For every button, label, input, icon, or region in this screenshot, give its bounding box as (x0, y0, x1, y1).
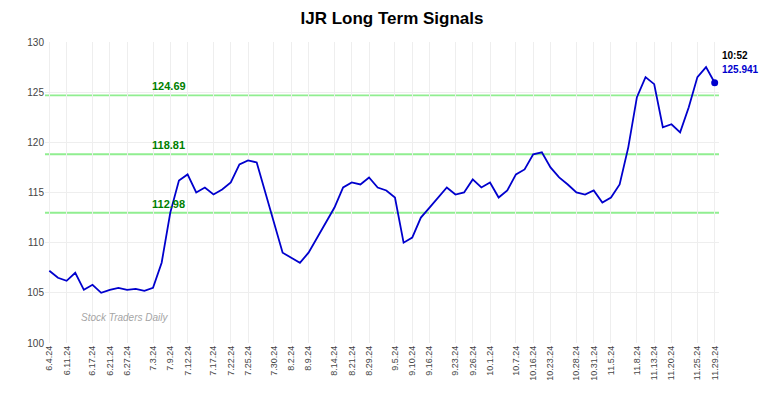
svg-text:Stock Traders Daily: Stock Traders Daily (81, 312, 169, 323)
svg-text:6.21.24: 6.21.24 (105, 346, 115, 376)
svg-text:9.10.24: 9.10.24 (407, 346, 417, 376)
svg-text:6.27.24: 6.27.24 (122, 346, 132, 376)
svg-text:10.31.24: 10.31.24 (589, 346, 599, 381)
svg-text:10.1.24: 10.1.24 (485, 346, 495, 376)
svg-text:11.29.24: 11.29.24 (710, 346, 720, 380)
svg-text:9.5.24: 9.5.24 (390, 346, 400, 371)
svg-text:8.9.24: 8.9.24 (303, 346, 313, 371)
svg-text:10.28.24: 10.28.24 (571, 346, 581, 381)
svg-text:8.14.24: 8.14.24 (329, 346, 339, 376)
svg-text:6.17.24: 6.17.24 (87, 346, 97, 376)
svg-text:10.7.24: 10.7.24 (511, 346, 521, 376)
svg-text:7.25.24: 7.25.24 (243, 346, 253, 376)
svg-text:118.81: 118.81 (152, 139, 185, 151)
svg-text:7.3.24: 7.3.24 (148, 346, 158, 371)
svg-text:6.4.24: 6.4.24 (44, 346, 54, 371)
svg-text:11.20.24: 11.20.24 (666, 346, 676, 380)
svg-text:125: 125 (27, 87, 44, 98)
svg-text:10.23.24: 10.23.24 (545, 346, 555, 381)
svg-text:125.941: 125.941 (722, 64, 759, 75)
svg-text:9.23.24: 9.23.24 (450, 346, 460, 376)
svg-text:8.2.24: 8.2.24 (286, 346, 296, 371)
svg-text:9.26.24: 9.26.24 (468, 346, 478, 376)
svg-text:10.16.24: 10.16.24 (528, 346, 538, 381)
svg-text:100: 100 (27, 338, 44, 349)
svg-text:124.69: 124.69 (152, 80, 186, 92)
svg-text:130: 130 (27, 37, 44, 48)
svg-text:11.25.24: 11.25.24 (692, 346, 702, 380)
svg-text:6.11.24: 6.11.24 (62, 346, 72, 375)
svg-text:8.21.24: 8.21.24 (347, 346, 357, 376)
svg-text:7.22.24: 7.22.24 (226, 346, 236, 376)
svg-text:7.17.24: 7.17.24 (208, 346, 218, 376)
svg-text:110: 110 (28, 237, 44, 248)
svg-text:9.16.24: 9.16.24 (424, 346, 434, 376)
svg-text:11.8.24: 11.8.24 (632, 346, 642, 375)
svg-text:7.30.24: 7.30.24 (269, 346, 279, 376)
svg-text:7.9.24: 7.9.24 (165, 346, 175, 371)
svg-text:11.13.24: 11.13.24 (649, 346, 659, 380)
svg-text:IJR Long Term Signals: IJR Long Term Signals (301, 9, 484, 28)
svg-text:11.5.24: 11.5.24 (606, 346, 616, 375)
svg-text:105: 105 (27, 287, 44, 298)
svg-text:10:52: 10:52 (722, 50, 748, 61)
svg-text:8.29.24: 8.29.24 (364, 346, 374, 376)
svg-text:115: 115 (28, 187, 44, 198)
svg-text:112.98: 112.98 (152, 198, 185, 210)
svg-text:7.12.24: 7.12.24 (183, 346, 193, 376)
svg-text:120: 120 (27, 137, 44, 148)
